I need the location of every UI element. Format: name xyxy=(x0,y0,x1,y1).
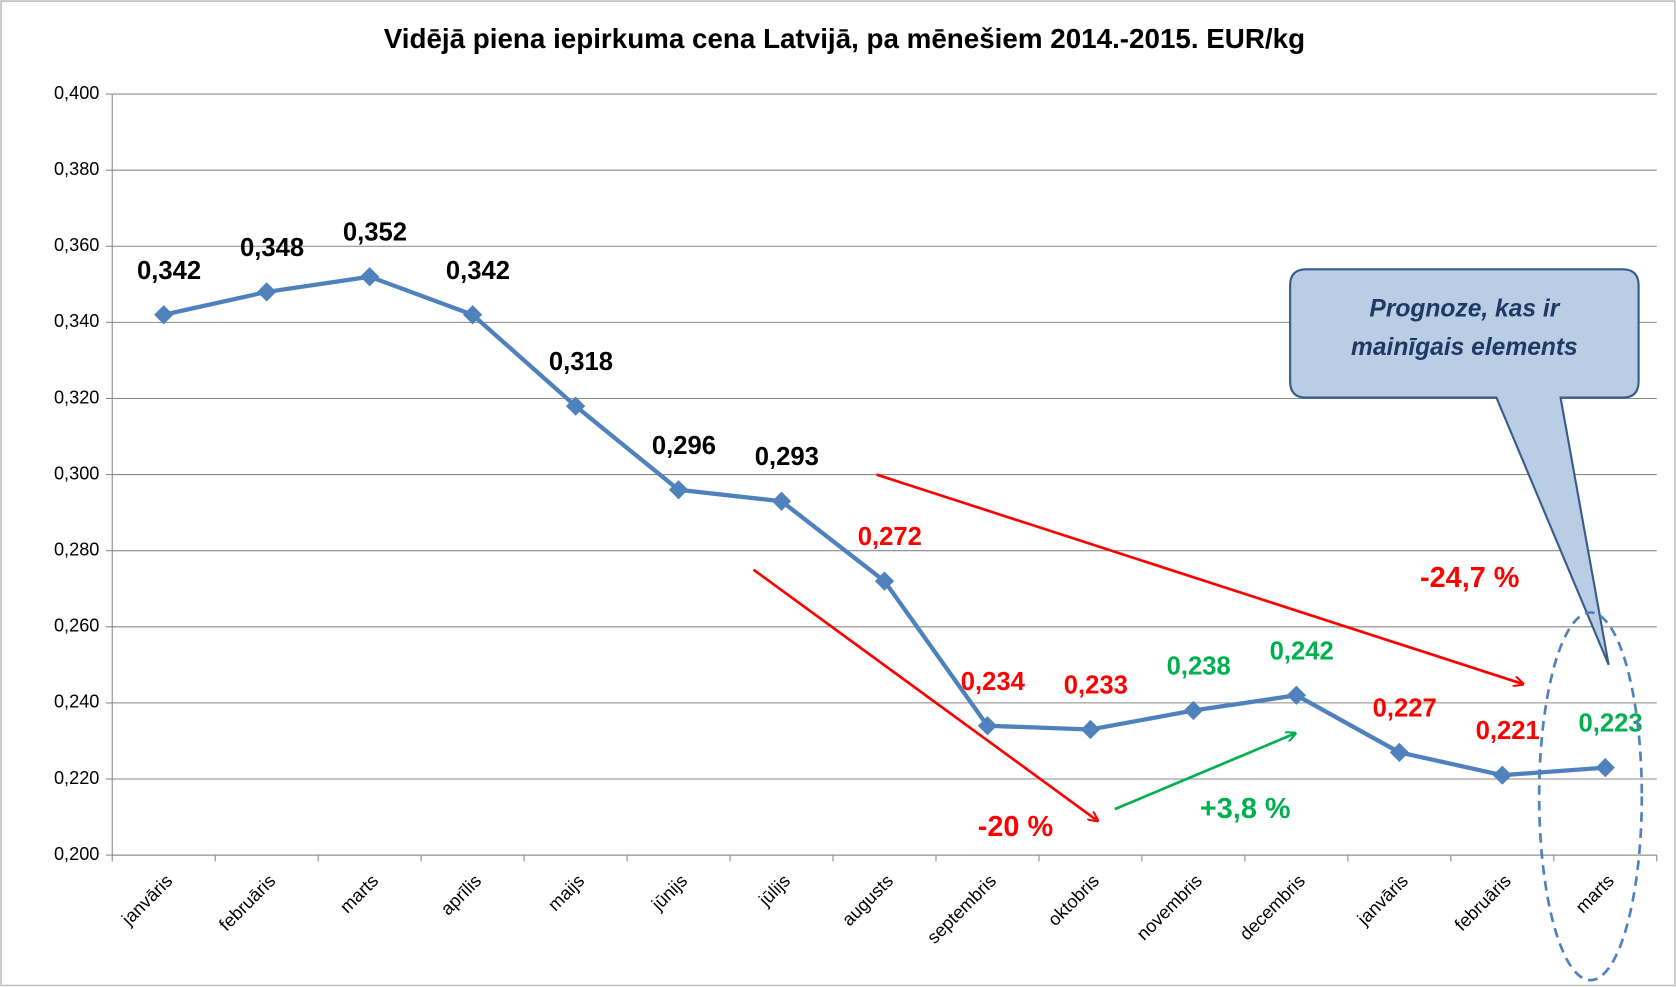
marker xyxy=(1286,685,1306,705)
marker xyxy=(1595,757,1615,778)
data-label: 0,296 xyxy=(652,432,716,460)
data-label: 0,352 xyxy=(343,219,407,247)
data-label: 0,227 xyxy=(1373,694,1437,722)
data-label: 0,272 xyxy=(858,523,922,551)
annotation: -24,7 % xyxy=(1420,562,1519,594)
y-tick-label: 0,280 xyxy=(54,539,99,559)
marker xyxy=(1492,765,1512,785)
data-label: 0,293 xyxy=(755,443,819,471)
callout-text: mainīgais elements xyxy=(1351,334,1578,361)
marker xyxy=(874,571,895,591)
annotation: -20 % xyxy=(978,811,1053,843)
annotation: +3,8 % xyxy=(1200,793,1291,825)
data-label: 0,234 xyxy=(961,668,1026,696)
marker xyxy=(977,716,998,736)
y-tick-label: 0,200 xyxy=(54,844,99,864)
y-tick-label: 0,220 xyxy=(54,768,99,788)
data-label: 0,221 xyxy=(1476,717,1540,745)
marker xyxy=(1389,742,1409,762)
trend-arrow xyxy=(876,473,1523,684)
callout-text: Prognoze, kas ir xyxy=(1369,295,1560,322)
data-label: 0,242 xyxy=(1270,637,1334,665)
data-label: 0,238 xyxy=(1167,653,1231,681)
data-label: 0,318 xyxy=(549,348,613,376)
y-tick-label: 0,260 xyxy=(54,616,99,636)
trend-arrow xyxy=(752,568,1098,821)
callout xyxy=(1289,268,1640,666)
y-tick-label: 0,240 xyxy=(54,692,99,712)
data-label: 0,342 xyxy=(446,257,510,285)
y-tick-label: 0,300 xyxy=(54,463,99,483)
data-label: 0,348 xyxy=(240,234,304,262)
marker xyxy=(668,480,689,500)
marker xyxy=(771,491,792,511)
data-label: 0,223 xyxy=(1579,710,1643,738)
y-tick-label: 0,340 xyxy=(54,311,99,331)
y-tick-label: 0,400 xyxy=(54,83,99,103)
marker xyxy=(1080,719,1101,740)
data-label: 0,342 xyxy=(137,257,201,285)
chart-title: Vidējā piena iepirkuma cena Latvijā, pa … xyxy=(384,23,1305,54)
trend-arrow xyxy=(1114,733,1296,811)
marker xyxy=(154,305,174,325)
data-label: 0,233 xyxy=(1064,672,1128,700)
marker xyxy=(463,305,483,325)
marker xyxy=(257,282,277,302)
forecast-ellipse xyxy=(1537,611,1644,982)
y-tick-label: 0,320 xyxy=(54,387,99,407)
y-tick-label: 0,380 xyxy=(54,159,99,179)
y-tick-label: 0,360 xyxy=(54,235,99,255)
